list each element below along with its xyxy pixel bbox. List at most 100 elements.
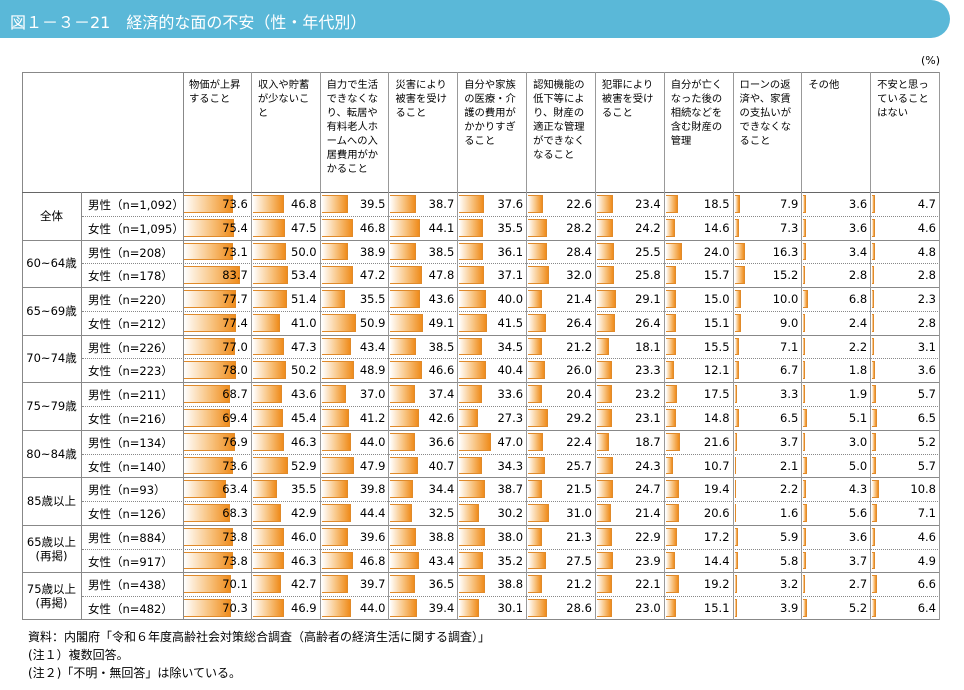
cell-border [183,477,252,502]
bar [872,456,876,475]
cell-border [389,477,459,502]
value: 23.0 [635,601,661,616]
bar [252,313,281,332]
value: 22.6 [566,197,592,211]
bar [252,385,282,403]
group-label: 60~64歳 [22,239,82,288]
row-label: 女性（n=126） [88,507,173,522]
row-label: 女性（n=917） [88,554,173,569]
bar [665,575,679,594]
bar [528,527,543,546]
bar [803,456,807,475]
group-label-line: 75歳以上 [26,582,77,597]
cell-border [252,548,321,573]
bar [665,218,676,237]
value: 6.7 [780,363,799,378]
cell-border [871,548,940,573]
cell-border [458,287,528,311]
cell-border [321,263,390,288]
cell-border [527,453,596,478]
bar [459,409,478,427]
bar [459,290,486,308]
cell-border [665,548,734,573]
bar [665,456,673,475]
bar [528,575,543,594]
value: 17.5 [703,387,730,402]
cell-border [596,192,665,216]
value: 44.4 [359,506,386,521]
value: 17.2 [703,529,730,544]
bar [665,409,676,427]
bar [252,242,287,261]
cell-border [183,239,252,264]
value: 41.5 [497,315,524,330]
cell-border [734,406,803,430]
bar [596,242,614,261]
bar [872,361,875,380]
cell-border [527,310,596,335]
bar [734,337,740,356]
row-label: 男性（n=884） [88,530,173,545]
cell-border [802,501,872,525]
value: 6.6 [917,577,936,592]
bar [184,195,234,213]
value: 9.0 [780,315,799,330]
cell-border [734,239,803,264]
bar [252,504,282,522]
cell-border [183,215,252,240]
value: 75.4 [222,220,248,235]
cell-border [252,263,321,288]
value: 51.4 [291,292,317,307]
bar [665,480,679,499]
cell-border [802,263,872,288]
bar [734,480,736,499]
bar [872,599,877,617]
value: 46.0 [291,529,317,544]
value: 39.8 [359,482,386,497]
bar [321,504,352,522]
cell-border [252,572,321,597]
cell-border [527,406,596,430]
bar [872,527,876,546]
cell-border [321,548,390,573]
cell-border [389,453,459,478]
column-header: 物価が上昇すること [183,72,252,192]
bar [184,290,236,308]
cell-border [527,192,596,216]
cell-border [458,215,528,240]
value: 63.4 [222,482,248,497]
value: 5.7 [917,458,936,473]
bar [321,575,349,594]
cell-border [596,524,665,549]
bar [734,527,739,546]
bar [734,195,740,213]
cell-border [802,596,872,620]
value: 37.1 [497,268,524,283]
value: 23.2 [635,387,661,402]
value: 21.4 [635,506,661,521]
value: 35.2 [497,553,524,568]
value: 3.2 [780,577,799,592]
bar [596,290,617,308]
bar [665,504,680,522]
cell-border [802,524,872,549]
value: 44.0 [359,434,386,449]
bar [184,599,231,617]
cell-border [252,596,321,620]
row-line [82,215,940,217]
bar [459,313,487,332]
cell-border [458,477,528,502]
bar [596,409,613,427]
cell-border [183,524,252,549]
row-label: 女性（n=482） [88,602,173,617]
value: 21.2 [566,339,592,354]
column-header: 収入や貯蓄が少ないこと [252,72,321,192]
cell-border [596,382,665,406]
cell-border [802,453,872,478]
cell-border [527,572,596,597]
cell-border [183,548,252,573]
row-label: 男性（n=134） [88,435,173,450]
cell-border [871,192,940,216]
value: 2.8 [917,315,936,330]
value: 53.4 [291,268,317,283]
